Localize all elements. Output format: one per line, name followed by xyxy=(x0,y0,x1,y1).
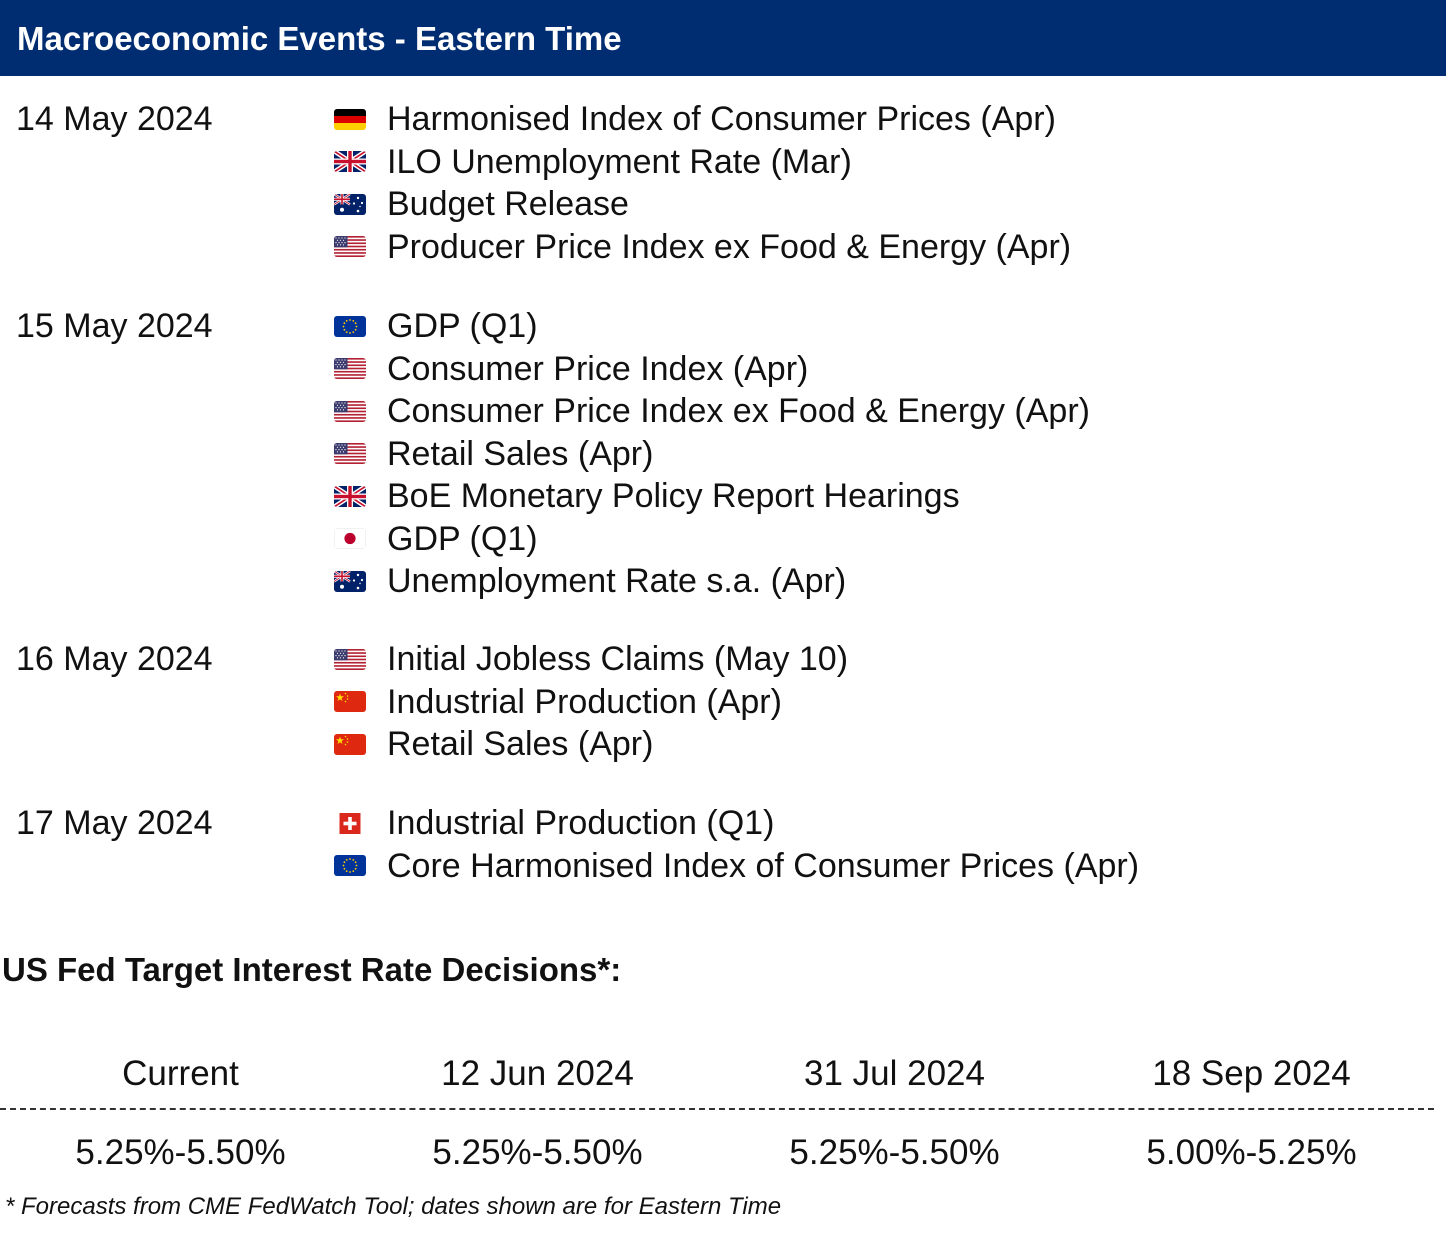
event-item: GDP (Q1) xyxy=(334,305,1090,348)
event-label: Industrial Production (Apr) xyxy=(387,682,782,721)
uk-flag-icon xyxy=(334,485,366,507)
us-flag-icon xyxy=(334,648,366,670)
china-flag-icon xyxy=(334,733,366,755)
event-label: Initial Jobless Claims (May 10) xyxy=(387,640,849,678)
china-flag-icon xyxy=(334,691,366,713)
event-label: BoE Monetary Policy Report Hearings xyxy=(387,477,960,515)
event-item: Unemployment Rate s.a. (Apr) xyxy=(334,560,1090,603)
page-title: Macroeconomic Events - Eastern Time xyxy=(17,20,622,57)
day-date: 15 May 2024 xyxy=(16,307,213,345)
fed-value-sep: 5.00%-5.25% xyxy=(1146,1133,1357,1172)
fed-column-jun: 12 Jun 2024 xyxy=(441,1054,634,1093)
event-label: GDP (Q1) xyxy=(387,307,538,345)
japan-flag-icon xyxy=(334,528,366,550)
fed-column-sep: 18 Sep 2024 xyxy=(1152,1054,1351,1093)
event-item: Initial Jobless Claims (May 10) xyxy=(334,638,848,681)
day-date: 14 May 2024 xyxy=(16,100,213,138)
fed-table-values-row: 5.25%-5.50% 5.25%-5.50% 5.25%-5.50% 5.00… xyxy=(0,1129,1446,1177)
event-label: Core Harmonised Index of Consumer Prices… xyxy=(387,846,1140,885)
day-date: 16 May 2024 xyxy=(16,640,213,678)
event-item: ILO Unemployment Rate (Mar) xyxy=(334,141,1071,184)
event-label: ILO Unemployment Rate (Mar) xyxy=(387,142,852,181)
event-label: Retail Sales (Apr) xyxy=(387,725,654,763)
eu-flag-icon xyxy=(334,855,366,877)
fed-value-current: 5.25%-5.50% xyxy=(75,1133,286,1172)
event-item: Producer Price Index ex Food & Energy (A… xyxy=(334,226,1071,269)
event-list: Initial Jobless Claims (May 10) Industria… xyxy=(334,638,848,766)
page-header: Macroeconomic Events - Eastern Time xyxy=(0,0,1446,76)
event-item: Retail Sales (Apr) xyxy=(334,433,1090,476)
event-list: Industrial Production (Q1) Core Harmonise… xyxy=(334,802,1139,887)
event-label: GDP (Q1) xyxy=(387,519,538,558)
event-item: Consumer Price Index ex Food & Energy (A… xyxy=(334,390,1090,433)
event-list: GDP (Q1) Consumer Price Index (Apr) Consum… xyxy=(334,305,1090,603)
event-item: Consumer Price Index (Apr) xyxy=(334,348,1090,391)
event-label: Retail Sales (Apr) xyxy=(387,434,654,473)
event-label: Producer Price Index ex Food & Energy (A… xyxy=(387,227,1072,266)
fed-table-header-row: Current 12 Jun 2024 31 Jul 2024 18 Sep 2… xyxy=(0,1050,1446,1098)
us-flag-icon xyxy=(334,400,366,422)
fed-section-title: US Fed Target Interest Rate Decisions*: xyxy=(2,951,622,988)
event-label: Consumer Price Index ex Food & Energy (A… xyxy=(387,392,1090,430)
uk-flag-icon xyxy=(334,151,366,173)
fed-value-jul: 5.25%-5.50% xyxy=(789,1133,1000,1172)
event-item: BoE Monetary Policy Report Hearings xyxy=(334,475,1090,518)
germany-flag-icon xyxy=(334,108,366,130)
australia-flag-icon xyxy=(334,570,366,592)
us-flag-icon xyxy=(334,236,366,258)
event-label: Budget Release xyxy=(387,185,629,223)
event-list: Harmonised Index of Consumer Prices (Apr… xyxy=(334,98,1071,268)
fed-footnote: * Forecasts from CME FedWatch Tool; date… xyxy=(5,1193,782,1220)
event-item: Core Harmonised Index of Consumer Prices… xyxy=(334,845,1139,888)
australia-flag-icon xyxy=(334,193,366,215)
fed-table-divider xyxy=(0,1108,1434,1110)
event-label: Industrial Production (Q1) xyxy=(387,804,775,842)
event-item: Industrial Production (Q1) xyxy=(334,802,1139,845)
event-item: Retail Sales (Apr) xyxy=(334,723,848,766)
event-label: Harmonised Index of Consumer Prices (Apr… xyxy=(387,100,1056,138)
event-item: Budget Release xyxy=(334,183,1071,226)
fed-column-jul: 31 Jul 2024 xyxy=(804,1054,985,1093)
fed-value-jun: 5.25%-5.50% xyxy=(432,1133,643,1172)
event-item: Harmonised Index of Consumer Prices (Apr… xyxy=(334,98,1071,141)
us-flag-icon xyxy=(334,358,366,380)
switzerland-flag-icon xyxy=(334,812,366,834)
day-date: 17 May 2024 xyxy=(16,804,213,842)
eu-flag-icon xyxy=(334,315,366,337)
fed-column-current: Current xyxy=(122,1054,239,1093)
event-label: Consumer Price Index (Apr) xyxy=(387,349,809,388)
event-item: GDP (Q1) xyxy=(334,518,1090,561)
event-label: Unemployment Rate s.a. (Apr) xyxy=(387,562,847,600)
event-item: Industrial Production (Apr) xyxy=(334,681,848,724)
us-flag-icon xyxy=(334,443,366,465)
